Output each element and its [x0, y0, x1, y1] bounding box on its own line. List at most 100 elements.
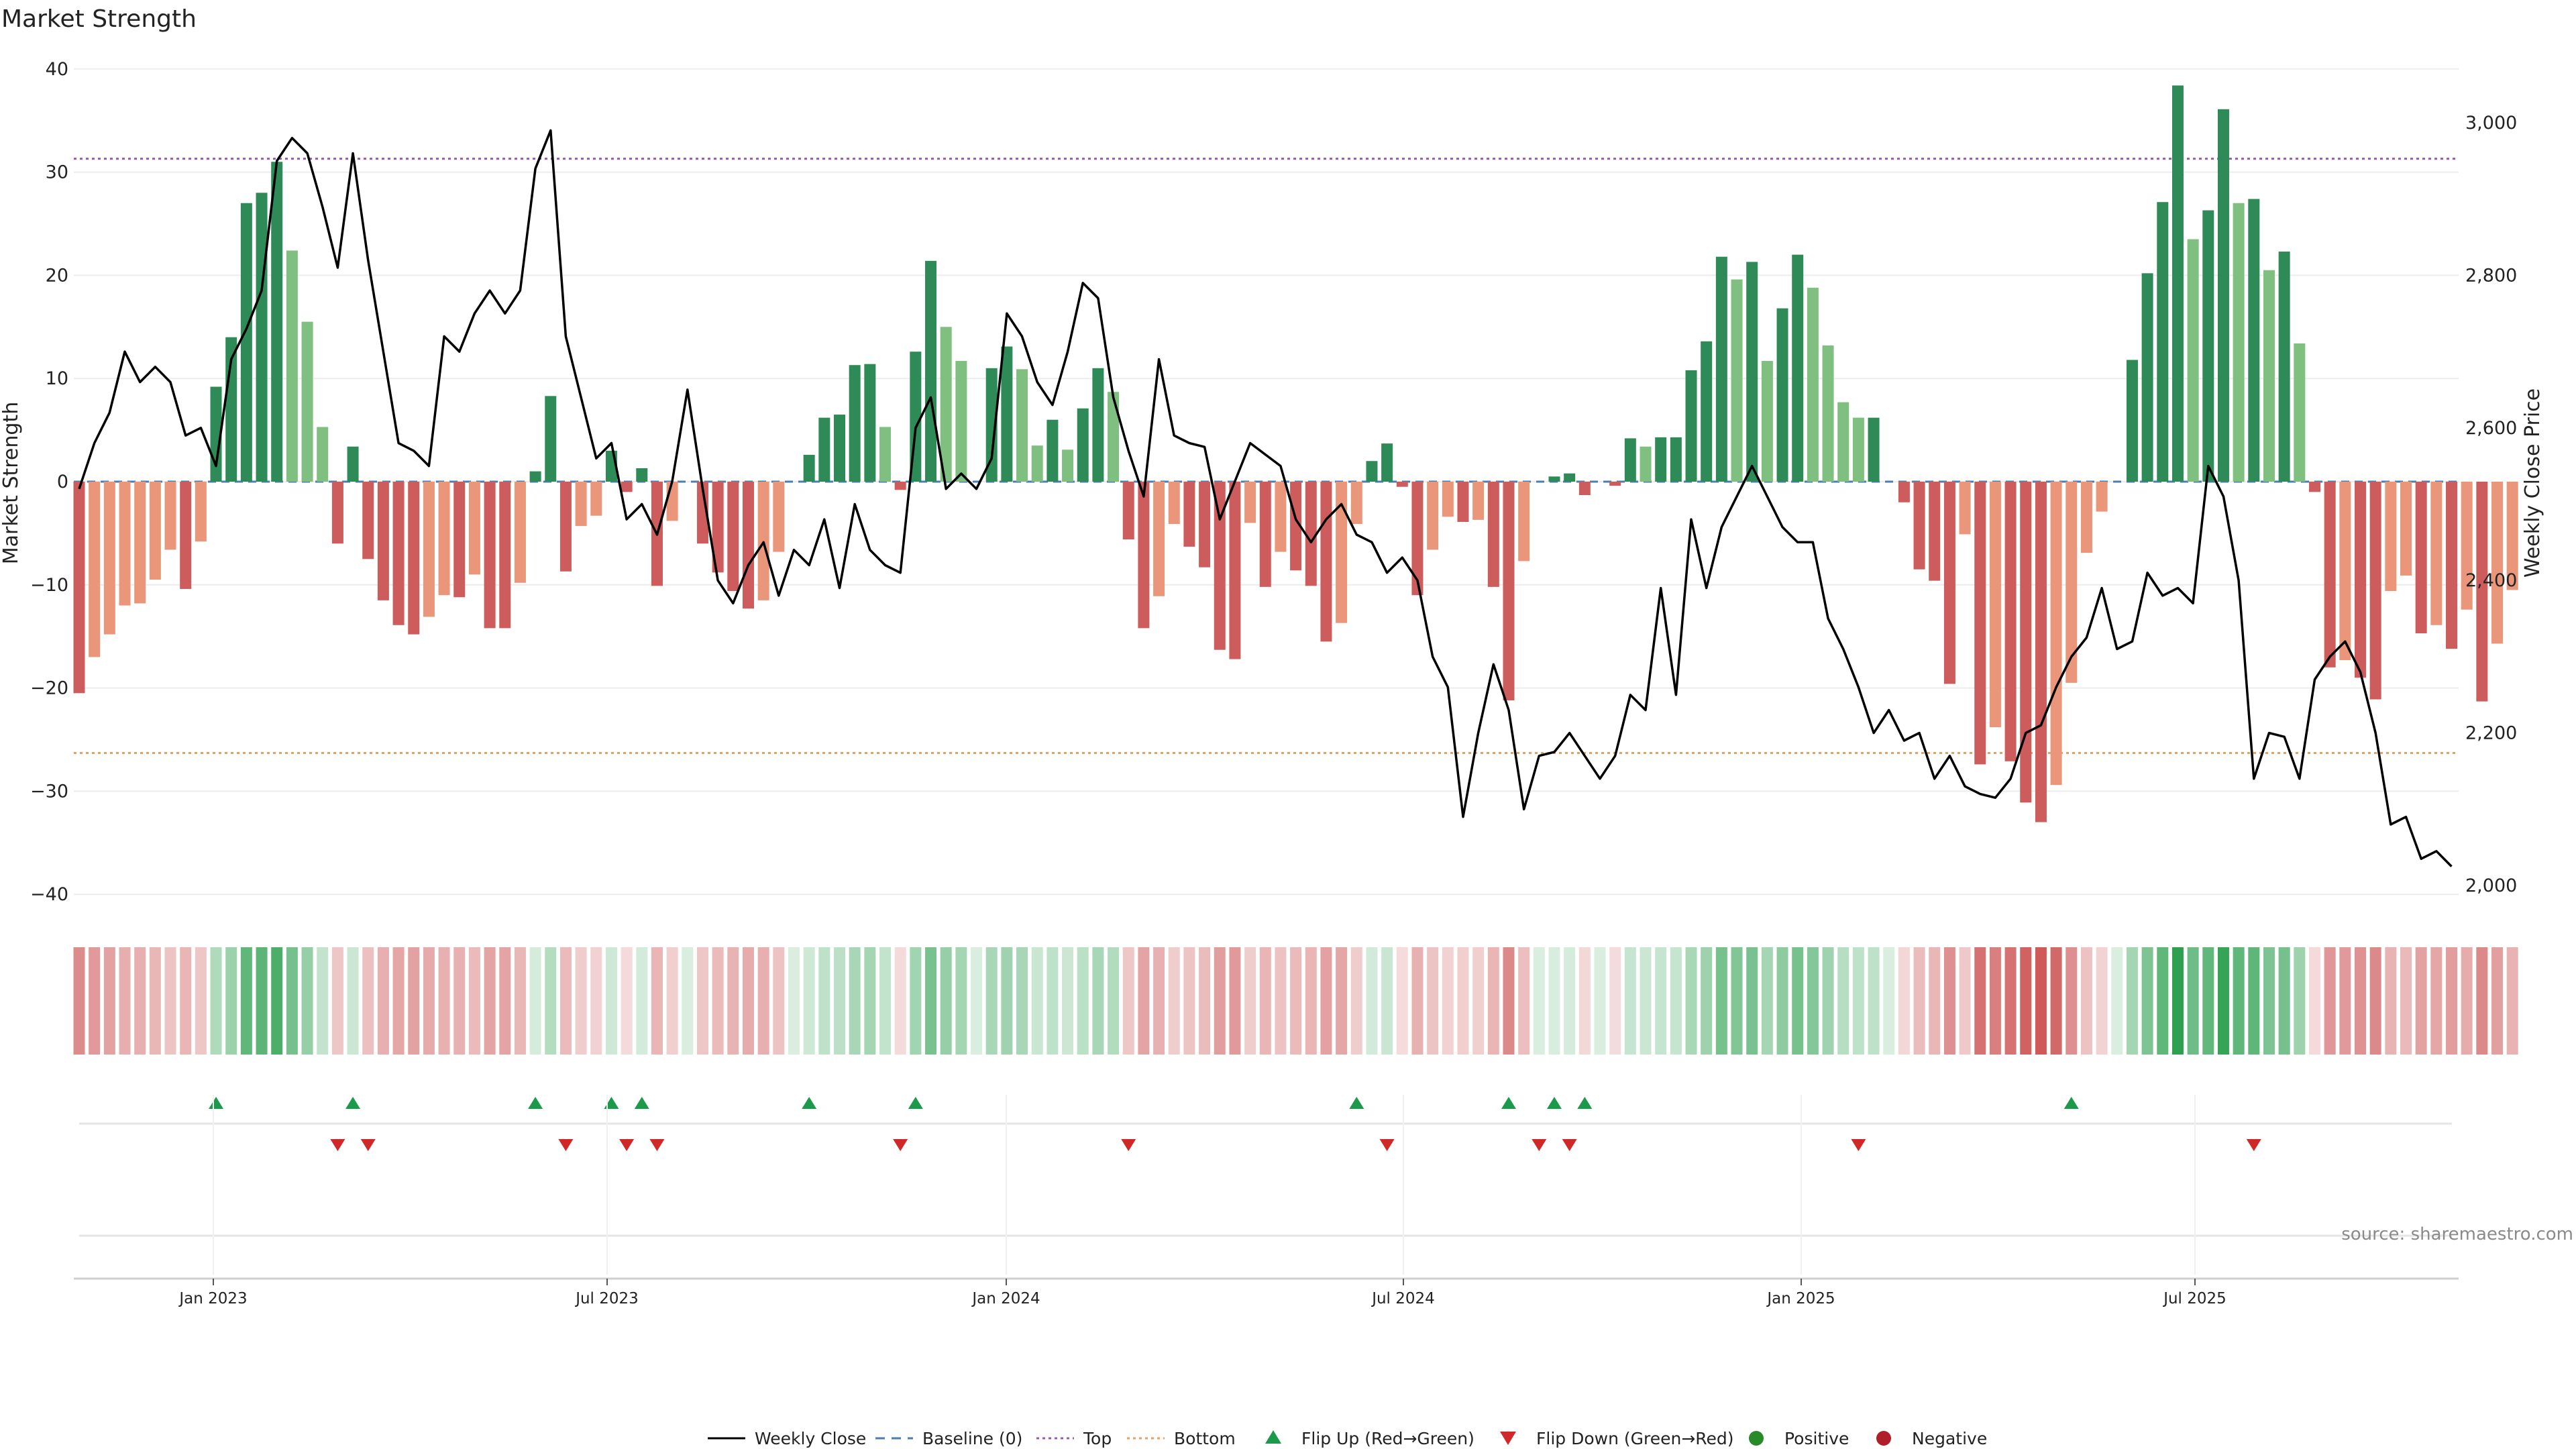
heatmap-cell: [301, 947, 313, 1055]
heatmap-cell: [910, 947, 922, 1055]
left-tick-label: 10: [46, 368, 68, 389]
heatmap-cell: [1336, 947, 1348, 1055]
legend-label: Bottom: [1174, 1429, 1236, 1448]
heatmap-cell: [73, 947, 85, 1055]
heatmap-cell: [1457, 947, 1469, 1055]
heatmap-cell: [1487, 947, 1499, 1055]
x-tick-label: Jan 2024: [971, 1290, 1040, 1307]
legend-label: Top: [1083, 1429, 1112, 1448]
flip-up-marker: [1577, 1097, 1593, 1109]
heatmap-cell: [1624, 947, 1636, 1055]
strength-bar: [1701, 341, 1713, 482]
strength-bar: [180, 482, 192, 589]
heatmap-cell: [1305, 947, 1317, 1055]
weekly-close-line: [78, 129, 2453, 867]
heatmap-cell: [1929, 947, 1941, 1055]
heatmap-cell: [1792, 947, 1804, 1055]
heatmap-cell: [1959, 947, 1971, 1055]
heatmap-cell: [2324, 947, 2336, 1055]
strength-bar: [1807, 287, 1819, 482]
legend-label: Flip Down (Green→Red): [1536, 1429, 1734, 1448]
strength-bar: [2430, 482, 2443, 625]
legend-dot-icon: [1876, 1431, 1891, 1446]
strength-bar: [879, 427, 892, 482]
heatmap-cell: [2141, 947, 2153, 1055]
strength-bar: [1959, 482, 1971, 535]
strength-bar: [1609, 482, 1621, 486]
strength-bar: [1396, 482, 1408, 487]
chart-title: Market Strength: [1, 5, 197, 33]
strength-bar: [1092, 368, 1104, 482]
heatmap-cell: [2050, 947, 2062, 1055]
heatmap-cell: [180, 947, 192, 1055]
legend-label: Negative: [1912, 1429, 1987, 1448]
strength-bar: [1122, 482, 1134, 540]
strength-bar: [636, 468, 648, 482]
strength-bar: [1168, 482, 1180, 525]
flip-up-marker: [1501, 1097, 1516, 1109]
left-tick-label: −30: [30, 781, 68, 802]
flip-up-marker: [528, 1097, 543, 1109]
strength-bar: [484, 482, 496, 629]
flip-down-marker: [2246, 1139, 2261, 1151]
heatmap-cell: [590, 947, 602, 1055]
weekly-close-path: [78, 129, 2453, 867]
heatmap-cell: [1898, 947, 1910, 1055]
heatmap-cell: [1533, 947, 1545, 1055]
heatmap-cell: [1016, 947, 1028, 1055]
x-tick-label: Jan 2025: [1766, 1290, 1835, 1307]
x-tick-label: Jul 2023: [574, 1290, 639, 1307]
strength-bar: [408, 482, 420, 635]
strength-bar: [2339, 482, 2351, 661]
heatmap-cell: [2157, 947, 2169, 1055]
heatmap-cell: [1229, 947, 1241, 1055]
heatmap-cell: [1077, 947, 1089, 1055]
left-tick-label: −40: [30, 884, 68, 905]
heatmap-cell: [2400, 947, 2412, 1055]
strength-bar: [499, 482, 511, 629]
heatmap-cell: [1564, 947, 1576, 1055]
strength-bar: [164, 482, 176, 550]
heatmap-cell: [773, 947, 785, 1055]
strength-bar: [1214, 482, 1226, 650]
flip-down-marker: [1532, 1139, 1547, 1151]
strength-bar: [1138, 482, 1150, 629]
flip-up-marker: [2063, 1097, 2079, 1109]
strength-bar: [666, 482, 678, 521]
heatmap-cell: [468, 947, 480, 1055]
heatmap-cell: [1746, 947, 1758, 1055]
heatmap-cell: [210, 947, 222, 1055]
strength-bar: [1199, 482, 1211, 568]
strength-bar: [2491, 482, 2504, 644]
left-tick-label: −20: [30, 678, 68, 699]
strength-bar: [1016, 369, 1028, 482]
right-tick-label: 2,400: [2465, 570, 2517, 591]
heatmap-cell: [164, 947, 176, 1055]
strength-bar: [2461, 482, 2473, 610]
heatmap-cell: [2111, 947, 2123, 1055]
heatmap-cell: [985, 947, 998, 1055]
strength-bar: [1381, 443, 1393, 482]
strength-bar: [2020, 482, 2032, 803]
heatmap-cell: [1640, 947, 1652, 1055]
strength-bar: [742, 482, 754, 609]
strength-bar: [1320, 482, 1332, 642]
strength-bar: [1655, 437, 1667, 482]
heatmap-cell: [1807, 947, 1819, 1055]
strength-bar: [240, 203, 252, 482]
heatmap-cell: [955, 947, 967, 1055]
strength-bar: [2400, 482, 2412, 576]
heatmap-cell: [788, 947, 800, 1055]
heatmap-cell: [2355, 947, 2366, 1055]
strength-bar: [286, 250, 298, 482]
heatmap-cell: [712, 947, 724, 1055]
strength-bar: [621, 482, 633, 492]
legend-label: Weekly Close: [755, 1429, 866, 1448]
legend-triangle-up-icon: [1265, 1430, 1281, 1444]
heatmap-cell: [1366, 947, 1378, 1055]
heatmap-cell: [1122, 947, 1134, 1055]
strength-bar: [423, 482, 435, 617]
left-tick-label: −10: [30, 575, 68, 596]
heatmap-cell: [1259, 947, 1271, 1055]
strength-bar: [803, 455, 815, 482]
